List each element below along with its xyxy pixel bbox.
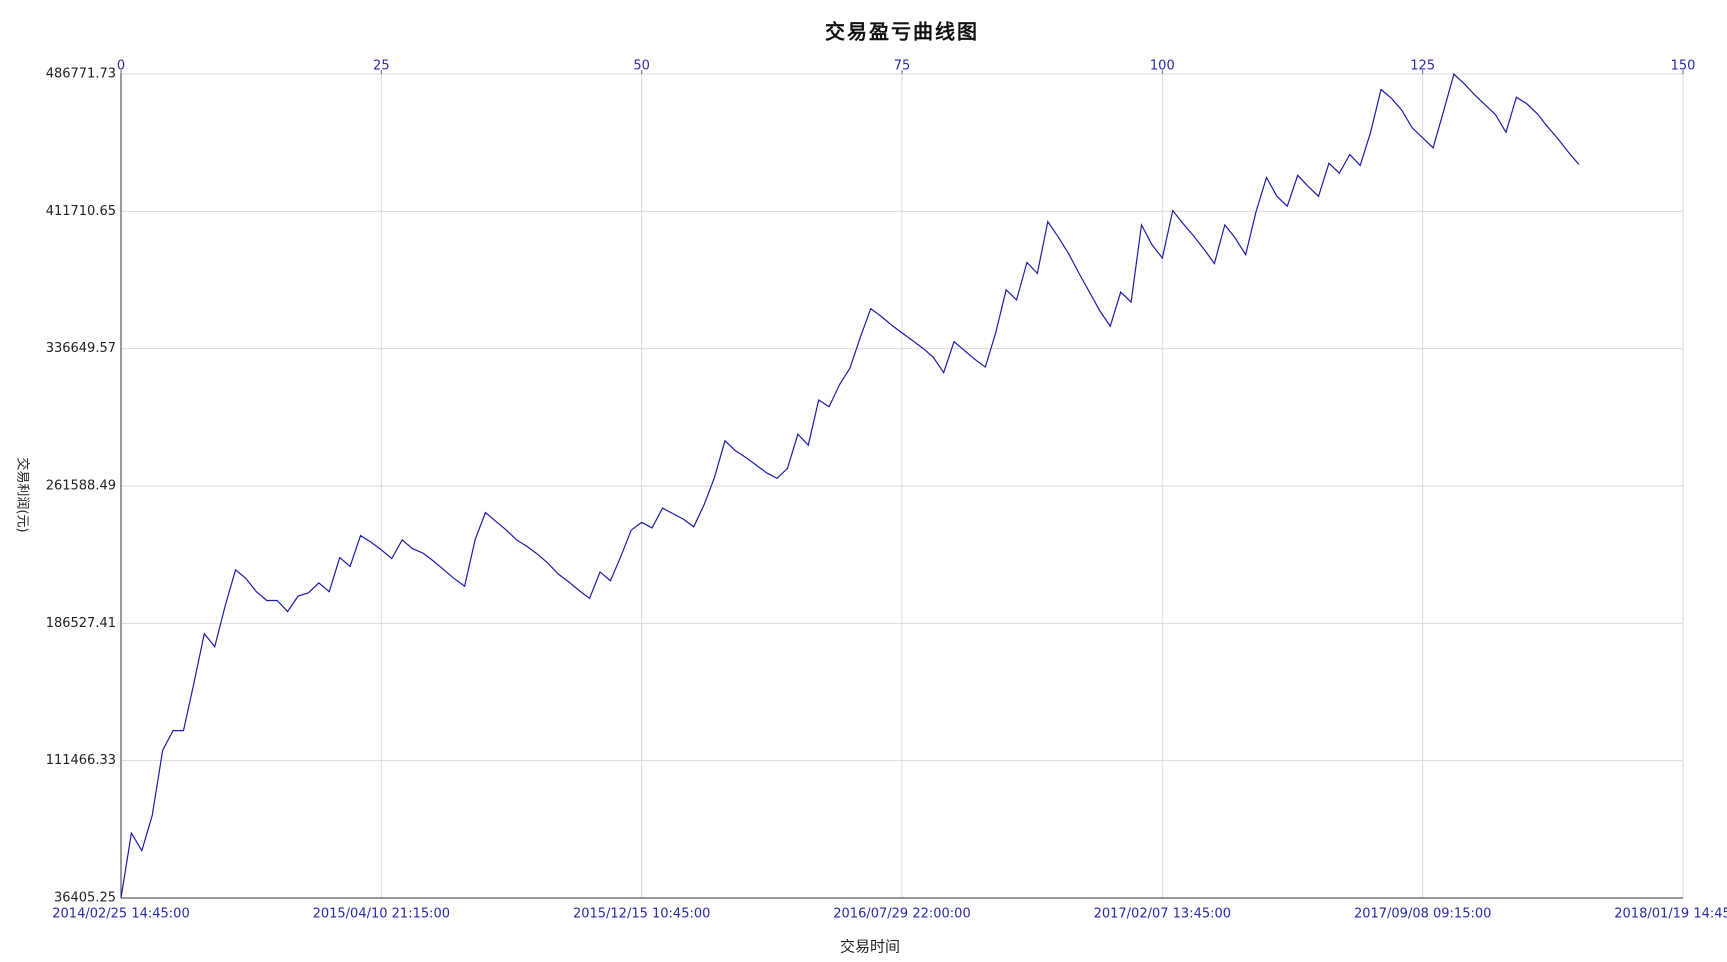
x2-tick-label: 125	[1410, 59, 1435, 74]
x-axis-label: 交易时间	[840, 938, 900, 956]
chart-title: 交易盈亏曲线图	[825, 20, 979, 44]
x-tick-label: 2018/01/19 14:45:00	[1614, 907, 1727, 922]
y-axis-label: 交易利润(元)	[15, 457, 31, 532]
x-tick-label: 2014/02/25 14:45:00	[52, 907, 189, 922]
x2-tick-label: 150	[1671, 59, 1696, 74]
y-tick-label: 186527.41	[46, 616, 116, 631]
x2-tick-label: 100	[1150, 59, 1175, 74]
x-tick-label: 2017/09/08 09:15:00	[1354, 907, 1491, 922]
x-tick-label: 2015/04/10 21:15:00	[313, 907, 450, 922]
x2-tick-label: 25	[373, 59, 390, 74]
x-tick-label: 2017/02/07 13:45:00	[1094, 907, 1231, 922]
data-line	[120, 73, 1580, 899]
x2-tick-label: 0	[117, 59, 125, 74]
y-tick-label: 336649.57	[46, 341, 116, 356]
x2-tick-label: 75	[894, 59, 911, 74]
x2-tick-label: 50	[633, 59, 650, 74]
x-tick-label: 2015/12/15 10:45:00	[573, 907, 710, 922]
y-tick-label: 486771.73	[46, 67, 116, 82]
y-tick-label: 261588.49	[46, 479, 116, 494]
y-tick-label: 36405.25	[54, 891, 116, 906]
y-tick-label: 111466.33	[46, 753, 116, 768]
x-tick-label: 2016/07/29 22:00:00	[833, 907, 970, 922]
y-tick-label: 411710.65	[46, 204, 116, 219]
